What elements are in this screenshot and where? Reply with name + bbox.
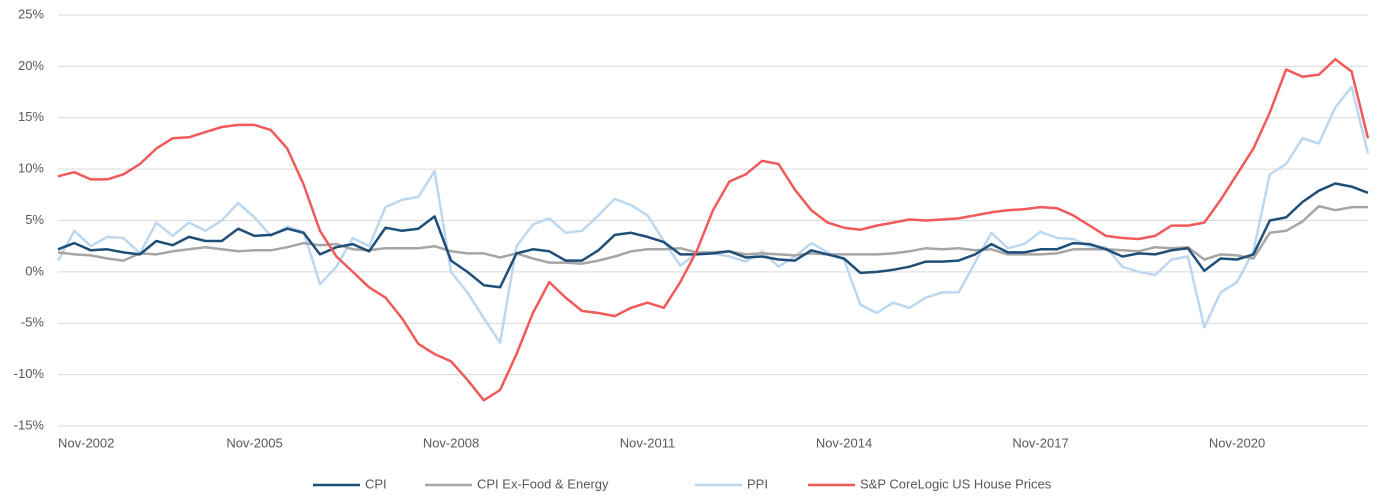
x-tick-label: Nov-2011 [620, 435, 675, 450]
x-tick-label: Nov-2002 [58, 435, 114, 450]
y-tick-label: 0% [25, 263, 44, 278]
legend-label: PPI [747, 476, 768, 491]
x-tick-label: Nov-2017 [1012, 435, 1068, 450]
x-tick-label: Nov-2008 [423, 435, 479, 450]
legend-label: CPI [365, 476, 387, 491]
legend-label: CPI Ex-Food & Energy [477, 476, 609, 491]
y-tick-label: -10% [14, 366, 45, 381]
y-tick-label: -5% [21, 315, 45, 330]
y-tick-label: -15% [14, 417, 45, 432]
y-tick-label: 25% [18, 6, 44, 21]
x-tick-label: Nov-2005 [226, 435, 282, 450]
x-tick-label: Nov-2014 [816, 435, 872, 450]
y-tick-label: 10% [18, 161, 44, 176]
y-tick-label: 15% [18, 109, 44, 124]
series-line [57, 57, 1370, 402]
legend-label: S&P CoreLogic US House Prices [860, 476, 1052, 491]
y-tick-label: 5% [25, 212, 44, 227]
y-tick-label: 20% [18, 58, 44, 73]
series-line [57, 182, 1369, 289]
x-tick-label: Nov-2020 [1209, 435, 1265, 450]
